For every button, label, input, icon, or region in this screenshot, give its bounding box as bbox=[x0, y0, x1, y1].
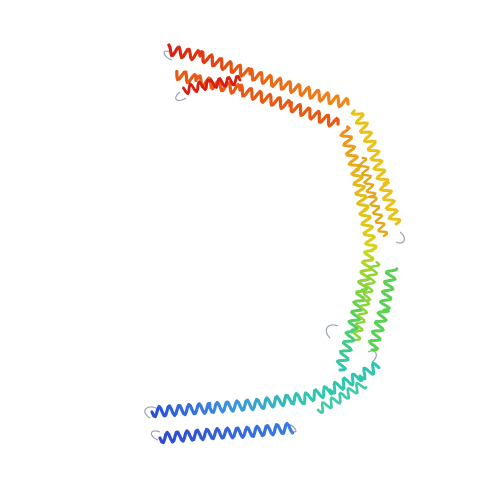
helix-top-outer bbox=[167, 43, 350, 109]
helix-upper-inner bbox=[358, 156, 389, 238]
helix-top-red bbox=[182, 74, 242, 96]
helix-upper-left bbox=[339, 125, 378, 252]
loop-segments bbox=[144, 50, 405, 441]
helix-middle-left bbox=[335, 249, 375, 372]
helix-cyan-rise bbox=[298, 361, 381, 405]
alpha-helix-ribbons bbox=[150, 43, 402, 445]
helix-middle-inner bbox=[352, 260, 381, 342]
helix-middle-right bbox=[367, 267, 399, 352]
helix-bottom-lower bbox=[158, 421, 295, 445]
helix-upper-right bbox=[350, 109, 402, 226]
helix-bottom-upper bbox=[150, 391, 302, 419]
helix-cyan-short bbox=[316, 381, 368, 414]
helix-top-inner bbox=[175, 69, 340, 128]
